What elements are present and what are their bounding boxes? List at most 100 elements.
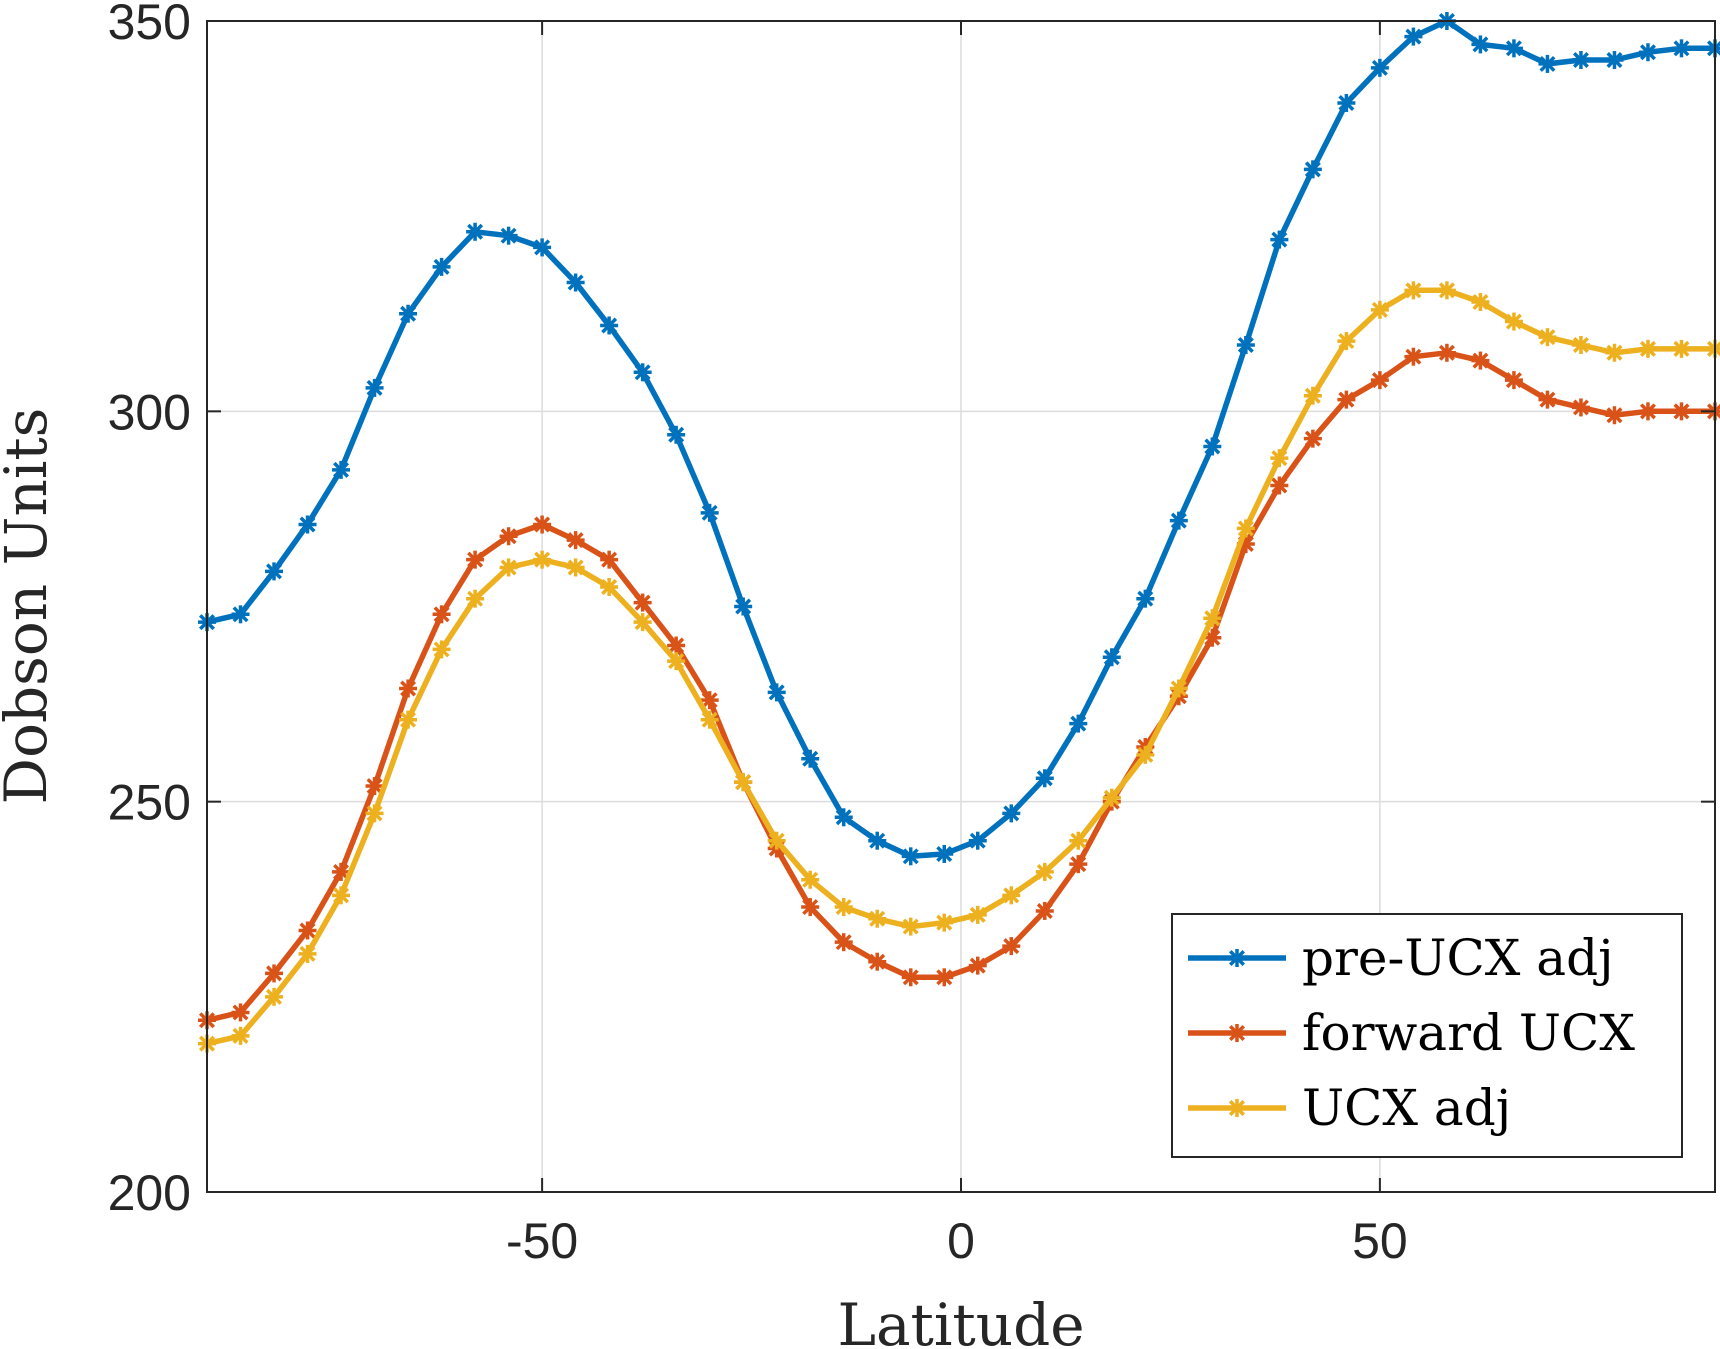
data-point <box>533 238 552 257</box>
data-point <box>901 968 920 987</box>
data-point <box>767 683 786 702</box>
data-point <box>667 636 686 655</box>
legend-label: UCX adj <box>1302 1079 1511 1137</box>
data-point <box>566 273 585 292</box>
data-point <box>834 898 853 917</box>
x-tick-label: 50 <box>1352 1213 1408 1269</box>
data-point <box>1404 347 1423 366</box>
data-point <box>1270 476 1289 495</box>
data-point <box>1102 788 1121 807</box>
legend-marker <box>1228 1024 1246 1042</box>
data-point <box>365 804 384 823</box>
data-point <box>968 956 987 975</box>
data-point <box>935 844 954 863</box>
data-point <box>1538 328 1557 347</box>
x-tick-label: 0 <box>947 1213 975 1269</box>
data-point <box>1102 648 1121 667</box>
data-point <box>1404 27 1423 46</box>
data-point <box>533 550 552 569</box>
data-point <box>399 304 418 323</box>
data-point <box>968 905 987 924</box>
y-tick-label: 300 <box>108 384 191 440</box>
data-point <box>533 515 552 534</box>
data-point <box>1337 390 1356 409</box>
data-point <box>600 577 619 596</box>
data-point <box>466 550 485 569</box>
data-point <box>1370 58 1389 77</box>
data-point <box>801 898 820 917</box>
data-point <box>231 605 250 624</box>
data-point <box>1706 339 1720 358</box>
data-point <box>466 222 485 241</box>
data-point <box>298 921 317 940</box>
legend-item: forward UCX <box>1188 1004 1635 1062</box>
data-point <box>1203 609 1222 628</box>
data-point <box>1571 335 1590 354</box>
data-point <box>1169 679 1188 698</box>
data-point <box>1303 386 1322 405</box>
data-point <box>1605 406 1624 425</box>
series-line <box>206 287 1715 1047</box>
data-point <box>1437 281 1456 300</box>
data-point <box>1035 862 1054 881</box>
data-point <box>1706 39 1720 58</box>
data-point <box>1605 51 1624 70</box>
data-point <box>1638 43 1657 62</box>
data-point <box>432 640 451 659</box>
data-point <box>265 987 284 1006</box>
series-1 <box>198 343 1720 1030</box>
y-tick-label: 350 <box>108 0 191 50</box>
data-point <box>1471 35 1490 54</box>
data-point <box>365 378 384 397</box>
legend-item: pre-UCX adj <box>1188 929 1614 987</box>
data-point <box>633 613 652 632</box>
data-point <box>332 862 351 881</box>
data-point <box>1672 39 1691 58</box>
data-point <box>1538 54 1557 73</box>
data-point <box>700 691 719 710</box>
data-point <box>1002 886 1021 905</box>
data-point <box>399 710 418 729</box>
data-point <box>667 652 686 671</box>
data-point <box>1270 449 1289 468</box>
data-point <box>566 558 585 577</box>
data-point <box>231 1003 250 1022</box>
data-point <box>834 933 853 952</box>
data-point <box>1471 351 1490 370</box>
data-point <box>1169 511 1188 530</box>
series-layer <box>198 12 1720 1053</box>
data-point <box>667 425 686 444</box>
tick-labels: -50 0 50 200 250 300 350 <box>108 0 1715 1269</box>
series-line <box>206 18 1715 860</box>
legend-label: forward UCX <box>1302 1004 1635 1062</box>
legend: pre-UCX adj forward UCX UCX adj <box>1171 913 1683 1158</box>
data-point <box>1002 804 1021 823</box>
legend-marker <box>1228 949 1246 967</box>
y-tick-label: 200 <box>108 1165 191 1221</box>
data-point <box>1035 769 1054 788</box>
data-point <box>432 605 451 624</box>
data-point <box>298 944 317 963</box>
data-point <box>600 316 619 335</box>
data-point <box>1672 339 1691 358</box>
data-point <box>1236 519 1255 538</box>
data-point <box>1203 437 1222 456</box>
data-point <box>1069 855 1088 874</box>
data-point <box>1504 312 1523 331</box>
data-point <box>767 831 786 850</box>
data-point <box>499 226 518 245</box>
legend-label: pre-UCX adj <box>1302 929 1614 987</box>
data-point <box>1638 402 1657 421</box>
data-point <box>1437 343 1456 362</box>
series-2 <box>198 281 1720 1053</box>
data-point <box>901 917 920 936</box>
data-point <box>868 831 887 850</box>
data-point <box>1337 93 1356 112</box>
data-point <box>1370 300 1389 319</box>
data-point <box>432 257 451 276</box>
data-point <box>968 831 987 850</box>
data-point <box>1270 230 1289 249</box>
legend-marker <box>1228 1099 1246 1117</box>
legend-item: UCX adj <box>1188 1079 1511 1137</box>
